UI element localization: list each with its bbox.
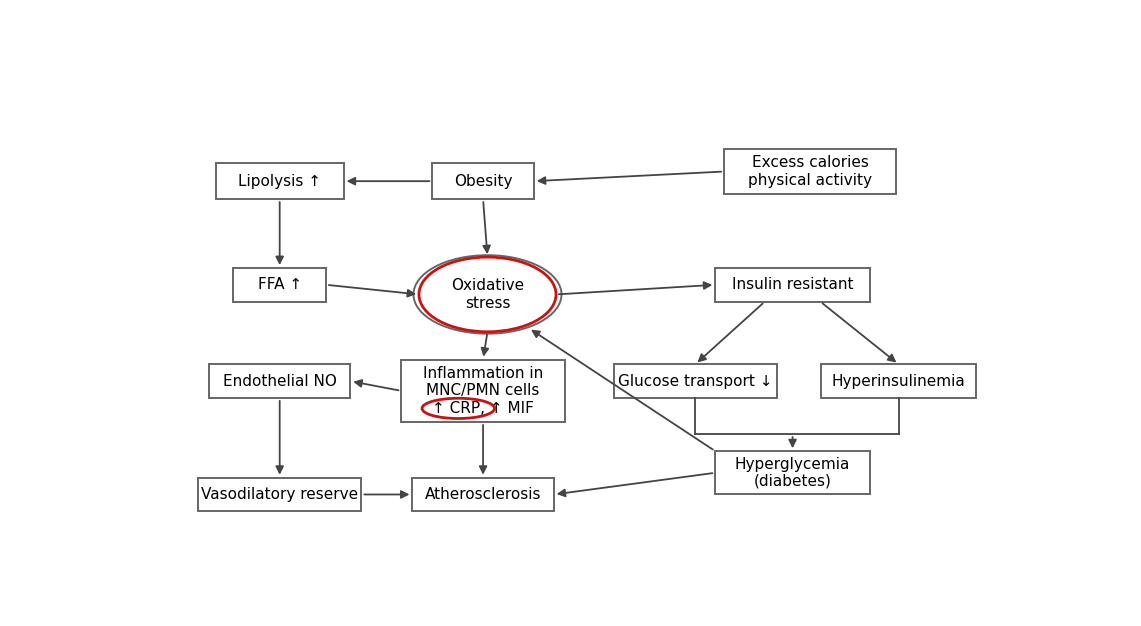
FancyBboxPatch shape xyxy=(209,364,350,398)
FancyBboxPatch shape xyxy=(614,364,777,398)
Text: FFA ↑: FFA ↑ xyxy=(258,277,301,292)
Text: Glucose transport ↓: Glucose transport ↓ xyxy=(618,374,772,389)
Text: Inflammation in
MNC/PMN cells
↑ CRP, ↑ MIF: Inflammation in MNC/PMN cells ↑ CRP, ↑ M… xyxy=(423,366,543,416)
Ellipse shape xyxy=(413,255,561,334)
FancyBboxPatch shape xyxy=(197,478,362,511)
Text: Hyperinsulinemia: Hyperinsulinemia xyxy=(832,374,965,389)
FancyBboxPatch shape xyxy=(725,148,897,195)
FancyBboxPatch shape xyxy=(715,268,869,302)
Text: Endothelial NO: Endothelial NO xyxy=(222,374,337,389)
Text: Vasodilatory reserve: Vasodilatory reserve xyxy=(201,487,358,502)
Text: Oxidative
stress: Oxidative stress xyxy=(451,278,524,310)
Text: Insulin resistant: Insulin resistant xyxy=(731,277,853,292)
FancyBboxPatch shape xyxy=(233,268,326,302)
Text: Atherosclerosis: Atherosclerosis xyxy=(424,487,541,502)
FancyBboxPatch shape xyxy=(822,364,976,398)
FancyBboxPatch shape xyxy=(216,163,343,199)
Text: Obesity: Obesity xyxy=(454,173,512,188)
Text: Hyperglycemia
(diabetes): Hyperglycemia (diabetes) xyxy=(735,456,850,489)
FancyBboxPatch shape xyxy=(432,163,534,199)
Text: Excess calories
physical activity: Excess calories physical activity xyxy=(748,155,872,188)
Text: Lipolysis ↑: Lipolysis ↑ xyxy=(238,173,321,188)
FancyBboxPatch shape xyxy=(402,359,565,422)
FancyBboxPatch shape xyxy=(412,478,553,511)
FancyBboxPatch shape xyxy=(715,451,869,495)
